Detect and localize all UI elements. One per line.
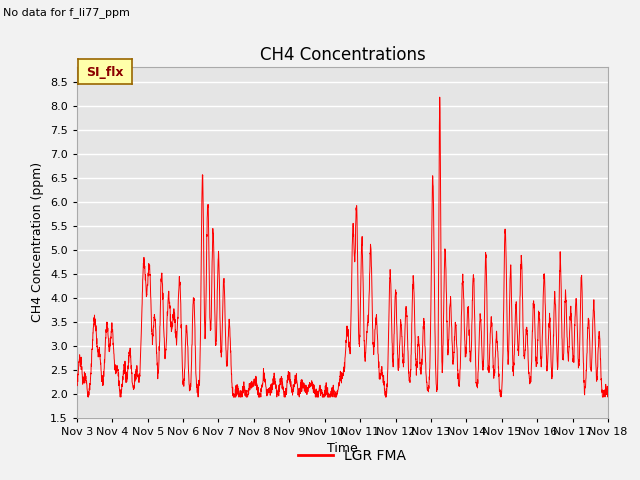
Y-axis label: CH4 Concentration (ppm): CH4 Concentration (ppm) [31, 162, 44, 323]
Legend: LGR FMA: LGR FMA [292, 443, 412, 468]
X-axis label: Time: Time [327, 442, 358, 455]
Text: No data for f_li77_ppm: No data for f_li77_ppm [3, 7, 130, 18]
Title: CH4 Concentrations: CH4 Concentrations [260, 46, 425, 64]
Text: SI_flx: SI_flx [86, 66, 124, 79]
